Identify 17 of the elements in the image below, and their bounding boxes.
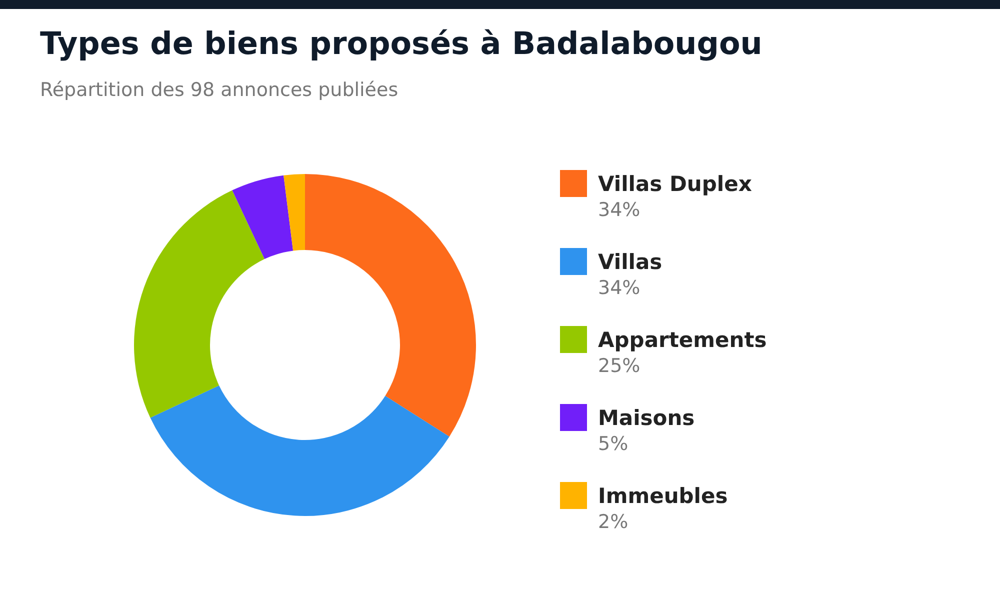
legend-label: Immeubles [598,484,728,508]
data-label: 2% [598,511,628,533]
donut-slice [150,385,450,516]
legend-label: Maisons [598,406,695,430]
donut-slice [284,174,305,251]
legend-label: Villas Duplex [598,172,752,196]
donut-slice [232,175,294,260]
data-label: 25% [598,355,640,377]
legend-label: Villas [598,250,662,274]
data-label: 34% [598,277,640,299]
chart-title: Types de biens proposés à Badalabougou [40,26,762,62]
legend-label: Appartements [598,328,767,352]
donut-slice [305,174,476,437]
donut-slice [134,190,265,418]
data-label: 5% [598,433,628,455]
data-label: 34% [598,199,640,221]
chart-subtitle: Répartition des 98 annonces publiées [40,79,398,101]
